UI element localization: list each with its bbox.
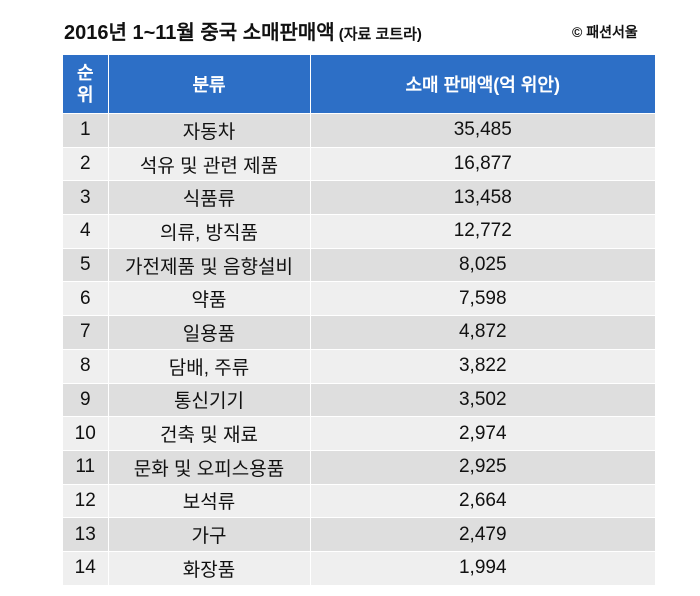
category-cell: 자동차 (108, 113, 311, 148)
table-row: 14 화장품 1,994 (63, 550, 655, 585)
table-row: 1 자동차 35,485 (63, 113, 655, 148)
header-row: 순위 분류 소매 판매액(억 위안) (63, 55, 655, 114)
value-cell: 16,877 (310, 146, 655, 181)
value-cell: 12,772 (310, 214, 655, 249)
category-cell: 약품 (108, 281, 311, 316)
value-cell: 2,925 (310, 449, 655, 485)
value-cell: 4,872 (310, 315, 655, 350)
table-row: 12 보석류 2,664 (63, 483, 655, 518)
credit: © 패션서울 (572, 24, 638, 40)
category-cell: 가전제품 및 음향설비 (108, 247, 311, 282)
table-row: 7 일용품 4,872 (63, 315, 655, 350)
value-cell: 3,822 (310, 348, 655, 383)
category-cell: 보석류 (108, 483, 311, 518)
title: 2016년 1~11월 중국 소매판매액 (64, 22, 335, 44)
rank-cell: 8 (63, 348, 109, 383)
table-header: 순위 분류 소매 판매액(억 위안) (63, 55, 655, 114)
table-row: 5 가전제품 및 음향설비 8,025 (63, 247, 655, 282)
table-row: 9 통신기기 3,502 (63, 382, 655, 417)
category-cell: 석유 및 관련 제품 (108, 146, 311, 181)
category-cell: 의류, 방직품 (108, 214, 311, 249)
rank-cell: 1 (63, 113, 109, 148)
column-header: 순위 (63, 55, 109, 114)
table: 순위 분류 소매 판매액(억 위안) 1 자동차 35,485 2 석유 및 관련 제품 16… (63, 55, 655, 585)
rank-cell: 11 (63, 449, 109, 485)
rank-cell: 3 (63, 180, 109, 215)
table-body: 1 자동차 35,485 2 석유 및 관련 제품 16,877 3 식품류 13,458 4 의류… (63, 113, 655, 585)
table-row: 4 의류, 방직품 12,772 (63, 214, 655, 249)
source: (자료 코트라) (338, 26, 422, 43)
rank-cell: 14 (63, 550, 109, 585)
value-cell: 2,479 (310, 517, 655, 552)
rank-cell: 10 (63, 416, 109, 451)
table-row: 11 문화 및 오피스용품 2,925 (63, 449, 655, 485)
value-cell: 35,485 (310, 113, 655, 148)
table-row: 3 식품류 13,458 (63, 180, 655, 215)
category-cell: 건축 및 재료 (108, 416, 311, 451)
category-cell: 일용품 (108, 315, 311, 350)
rank-cell: 4 (63, 214, 109, 249)
rank-cell: 5 (63, 247, 109, 282)
table-row: 2 석유 및 관련 제품 16,877 (63, 146, 655, 181)
value-cell: 7,598 (310, 281, 655, 316)
rank-cell: 6 (63, 281, 109, 316)
rank-cell: 12 (63, 483, 109, 518)
value-cell: 13,458 (310, 180, 655, 215)
table-row: 6 약품 7,598 (63, 281, 655, 316)
value-cell: 2,664 (310, 483, 655, 518)
value-cell: 3,502 (310, 382, 655, 417)
category-cell: 식품류 (108, 180, 311, 215)
category-cell: 통신기기 (108, 382, 311, 417)
value-cell: 8,025 (310, 247, 655, 282)
category-cell: 담배, 주류 (108, 348, 311, 383)
title-block: 2016년 1~11월 중국 소매판매액 (자료 코트라) (64, 16, 422, 45)
table-row: 13 가구 2,479 (63, 517, 655, 552)
value-cell: 2,974 (310, 416, 655, 451)
category-cell: 가구 (108, 517, 311, 552)
table-row: 10 건축 및 재료 2,974 (63, 416, 655, 451)
rank-cell: 2 (63, 146, 109, 181)
rank-cell: 13 (63, 517, 109, 552)
column-header: 분류 (108, 55, 311, 114)
value-cell: 1,994 (310, 550, 655, 585)
category-cell: 문화 및 오피스용품 (108, 449, 311, 485)
column-header: 소매 판매액(억 위안) (310, 55, 655, 114)
rank-cell: 7 (63, 315, 109, 350)
category-cell: 화장품 (108, 550, 311, 585)
table-row: 8 담배, 주류 3,822 (63, 348, 655, 383)
rank-cell: 9 (63, 382, 109, 417)
